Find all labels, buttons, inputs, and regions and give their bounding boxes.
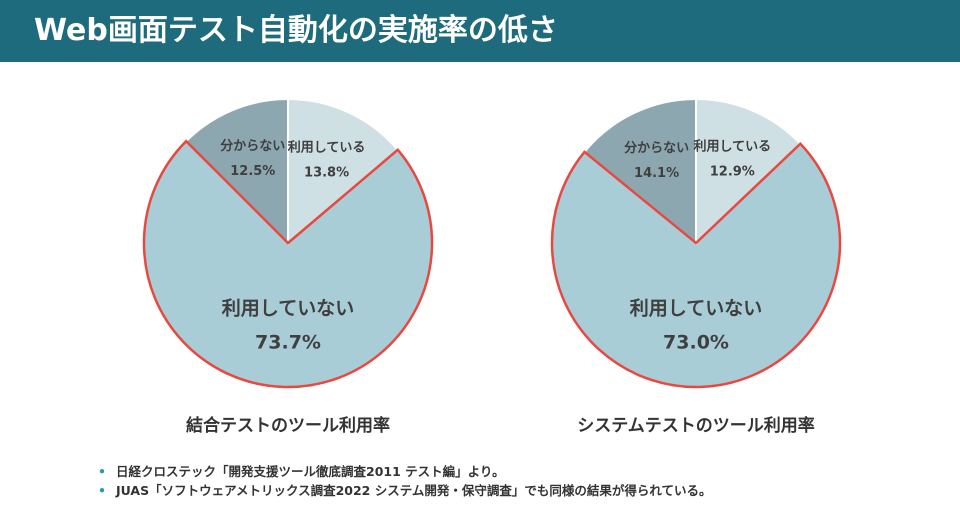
note-item: • 日経クロステック「開発支援ツール徹底調査2011 テスト編」より。 <box>98 462 712 481</box>
pie-slice-unknown <box>184 97 289 246</box>
slice-label-using: 利用している <box>288 140 366 156</box>
slice-label-using: 利用している <box>693 139 771 155</box>
chart-title-integration-test: 結合テストのツール利用率 <box>186 416 390 436</box>
pie-chart-integration-test: 利用している 13.8% 利用していない 73.7% 分からない 12.5% <box>142 97 434 389</box>
bullet-icon: • <box>98 464 106 479</box>
highlight-outline <box>142 139 434 389</box>
chart-title-system-test: システムテストのツール利用率 <box>577 416 815 436</box>
slice-value-unknown: 12.5% <box>230 164 275 179</box>
slice-value-not-using: 73.7% <box>255 332 321 354</box>
note-text: 日経クロステック「開発支援ツール徹底調査2011 テスト編」より。 <box>116 464 505 479</box>
pie-slice-unknown <box>583 97 697 246</box>
highlight-outline <box>550 142 842 389</box>
slice-label-not-using: 利用していない <box>222 298 354 320</box>
pie-chart-system-test: 利用している 12.9% 利用していない 73.0% 分からない 14.1% <box>550 97 842 389</box>
note-item: • JUAS「ソフトウェアメトリックス調査2022 システム開発・保守調査」でも同… <box>98 481 712 500</box>
slice-label-unknown: 分からない <box>220 138 285 154</box>
note-text: JUAS「ソフトウェアメトリックス調査2022 システム開発・保守調査」でも同様… <box>116 483 712 498</box>
slice-value-using: 13.8% <box>304 166 349 181</box>
page-title: Web画面テスト自動化の実施率の低さ <box>34 13 558 48</box>
source-notes: • 日経クロステック「開発支援ツール徹底調査2011 テスト編」より。 • JUAS… <box>98 462 712 500</box>
title-bar: Web画面テスト自動化の実施率の低さ <box>0 0 960 62</box>
slice-label-unknown: 分からない <box>624 140 689 156</box>
slice-label-not-using: 利用していない <box>630 298 762 320</box>
pie-slice-using <box>695 97 802 246</box>
pie-slice-using <box>287 97 400 246</box>
slice-value-using: 12.9% <box>710 165 755 180</box>
bullet-icon: • <box>98 483 106 498</box>
slice-value-not-using: 73.0% <box>663 332 729 354</box>
slice-value-unknown: 14.1% <box>634 166 679 181</box>
